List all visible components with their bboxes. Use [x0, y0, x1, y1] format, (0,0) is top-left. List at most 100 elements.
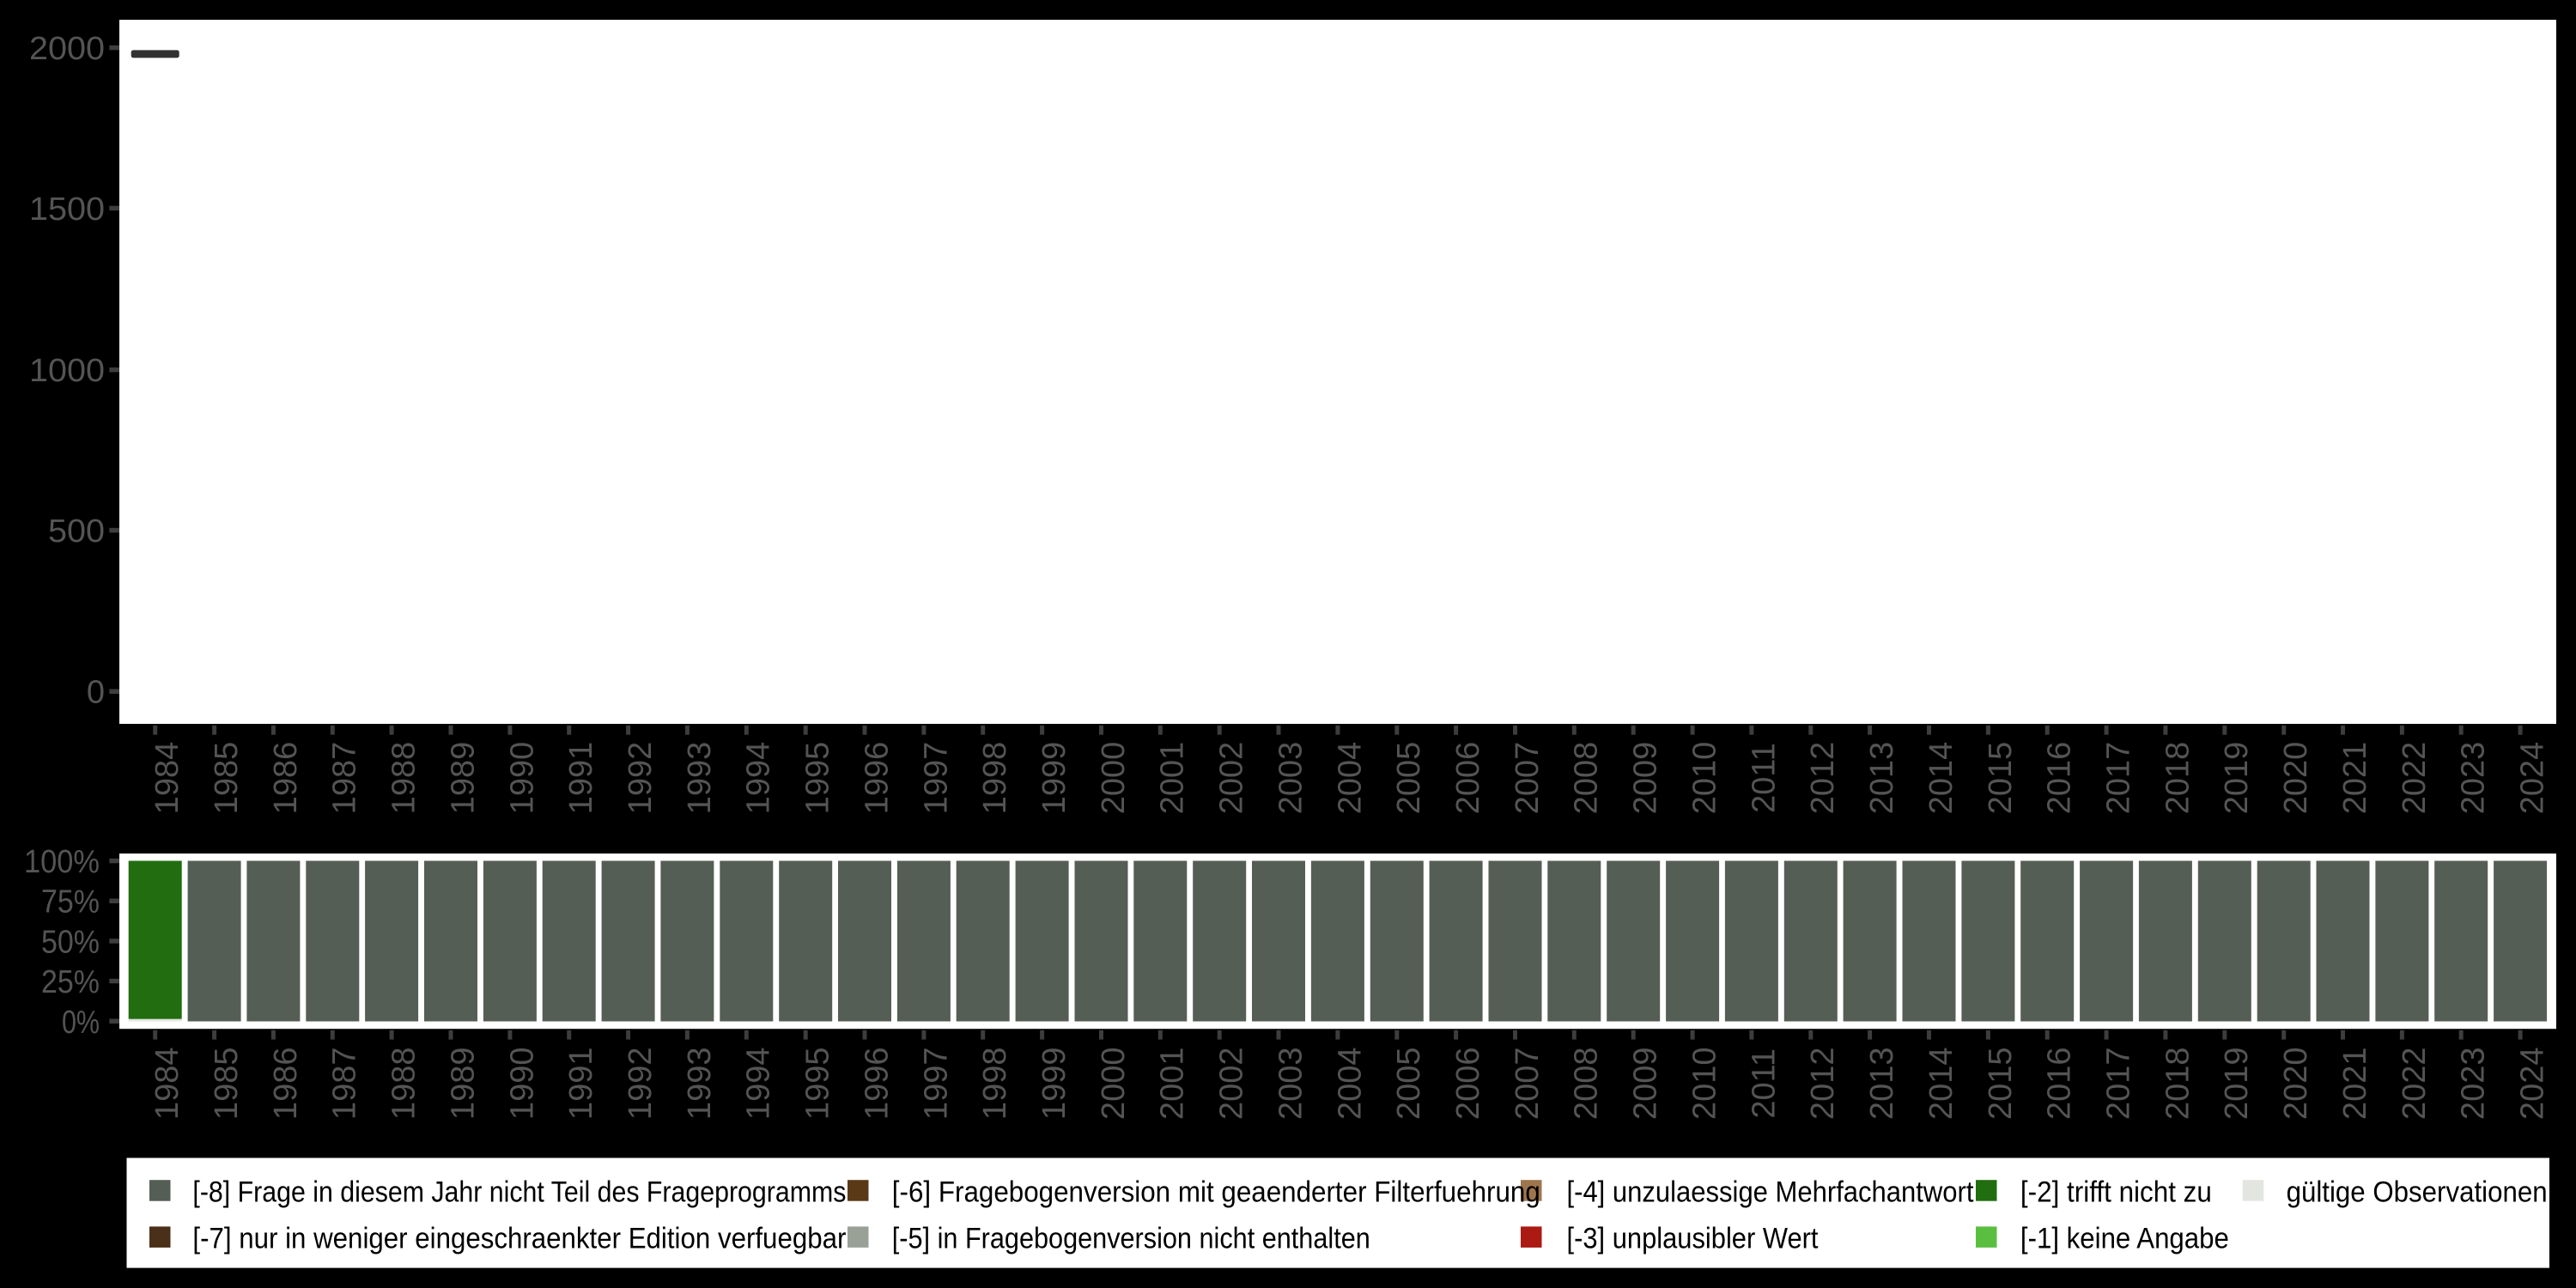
- svg-text:2021: 2021: [2337, 742, 2373, 815]
- svg-text:2003: 2003: [1273, 1048, 1309, 1121]
- svg-text:[-5] in Fragebogenversion nich: [-5] in Fragebogenversion nicht enthalte…: [892, 1223, 1370, 1255]
- svg-text:500: 500: [48, 513, 105, 550]
- svg-text:1985: 1985: [209, 742, 245, 815]
- svg-text:2010: 2010: [1687, 742, 1723, 815]
- svg-text:2012: 2012: [1805, 742, 1841, 815]
- svg-text:1999: 1999: [1036, 1048, 1072, 1121]
- svg-text:2003: 2003: [1273, 742, 1309, 815]
- svg-text:2013: 2013: [1864, 742, 1900, 815]
- svg-text:1993: 1993: [682, 742, 718, 815]
- svg-text:2014: 2014: [1923, 1048, 1959, 1121]
- svg-text:2001: 2001: [1155, 1048, 1191, 1121]
- svg-text:1986: 1986: [268, 1048, 304, 1121]
- svg-text:[-8] Frage in diesem Jahr nich: [-8] Frage in diesem Jahr nicht Teil des…: [192, 1176, 846, 1209]
- svg-text:1996: 1996: [859, 1048, 895, 1121]
- svg-text:[-7] nur in weniger eingeschra: [-7] nur in weniger eingeschraenkter Edi…: [192, 1223, 846, 1255]
- svg-text:1996: 1996: [859, 742, 895, 815]
- svg-text:75%: 75%: [41, 884, 100, 920]
- svg-text:2002: 2002: [1214, 1048, 1250, 1121]
- svg-text:2012: 2012: [1805, 1048, 1841, 1121]
- svg-text:2018: 2018: [2160, 742, 2196, 815]
- svg-text:2004: 2004: [1332, 1048, 1368, 1121]
- svg-text:2002: 2002: [1214, 742, 1250, 815]
- svg-text:1991: 1991: [563, 742, 599, 815]
- svg-text:2018: 2018: [2160, 1048, 2196, 1121]
- svg-text:1987: 1987: [327, 1048, 363, 1121]
- svg-text:2006: 2006: [1450, 1048, 1486, 1121]
- svg-text:2024: 2024: [2515, 1048, 2551, 1121]
- svg-text:2017: 2017: [2101, 742, 2137, 815]
- svg-text:2005: 2005: [1391, 1048, 1427, 1121]
- svg-text:2020: 2020: [2278, 742, 2314, 815]
- svg-text:2000: 2000: [29, 31, 105, 67]
- svg-text:1989: 1989: [445, 1048, 481, 1121]
- svg-text:1984: 1984: [149, 742, 185, 815]
- svg-text:1997: 1997: [918, 742, 954, 815]
- svg-text:2016: 2016: [2042, 1048, 2078, 1121]
- svg-text:[-4] unzulaessige Mehrfachantw: [-4] unzulaessige Mehrfachantwort: [1567, 1176, 1974, 1209]
- svg-text:2009: 2009: [1628, 1048, 1664, 1121]
- svg-text:1986: 1986: [268, 742, 304, 815]
- svg-text:[-6] Fragebogenversion mit gea: [-6] Fragebogenversion mit geaenderter F…: [892, 1176, 1540, 1209]
- svg-text:2008: 2008: [1569, 1048, 1605, 1121]
- svg-text:1992: 1992: [623, 742, 659, 815]
- svg-text:2000: 2000: [1096, 1048, 1132, 1121]
- svg-text:1987: 1987: [327, 742, 363, 815]
- svg-text:1988: 1988: [386, 742, 422, 815]
- svg-text:1995: 1995: [800, 742, 836, 815]
- svg-text:2014: 2014: [1923, 742, 1959, 815]
- svg-text:[-3] unplausibler Wert: [-3] unplausibler Wert: [1567, 1223, 1819, 1255]
- svg-text:1994: 1994: [741, 742, 777, 815]
- svg-text:2007: 2007: [1510, 742, 1546, 815]
- svg-text:1991: 1991: [563, 1048, 599, 1121]
- svg-text:1500: 1500: [29, 191, 105, 228]
- svg-text:1000: 1000: [29, 353, 105, 389]
- svg-text:1993: 1993: [682, 1048, 718, 1121]
- svg-text:2000: 2000: [1096, 742, 1132, 815]
- svg-text:1992: 1992: [623, 1048, 659, 1121]
- svg-text:50%: 50%: [41, 924, 100, 960]
- svg-text:2022: 2022: [2397, 1048, 2433, 1121]
- svg-text:1999: 1999: [1036, 742, 1072, 815]
- svg-text:2024: 2024: [2515, 742, 2551, 815]
- svg-text:2008: 2008: [1569, 742, 1605, 815]
- svg-text:2010: 2010: [1687, 1048, 1723, 1121]
- svg-text:1988: 1988: [386, 1048, 422, 1121]
- svg-text:1994: 1994: [741, 1048, 777, 1121]
- svg-text:2007: 2007: [1510, 1048, 1546, 1121]
- svg-text:1997: 1997: [918, 1048, 954, 1121]
- svg-text:0%: 0%: [62, 1005, 100, 1041]
- svg-text:1989: 1989: [445, 742, 481, 815]
- svg-text:0: 0: [87, 675, 105, 711]
- svg-text:1995: 1995: [800, 1048, 836, 1121]
- svg-text:1990: 1990: [504, 742, 540, 815]
- svg-text:2019: 2019: [2219, 742, 2255, 815]
- svg-text:gültige Observationen: gültige Observationen: [2287, 1176, 2548, 1209]
- svg-text:2019: 2019: [2219, 1048, 2255, 1121]
- svg-text:2009: 2009: [1628, 742, 1664, 815]
- svg-text:1998: 1998: [977, 1048, 1013, 1121]
- svg-text:2017: 2017: [2101, 1048, 2137, 1121]
- svg-text:2016: 2016: [2042, 742, 2078, 815]
- svg-text:2023: 2023: [2456, 742, 2492, 815]
- svg-text:1984: 1984: [149, 1048, 185, 1121]
- svg-text:2023: 2023: [2456, 1048, 2492, 1121]
- svg-text:1985: 1985: [209, 1048, 245, 1121]
- svg-text:1990: 1990: [504, 1048, 540, 1121]
- svg-text:2020: 2020: [2278, 1048, 2314, 1121]
- svg-text:100%: 100%: [24, 844, 100, 880]
- svg-text:[-1] keine Angabe: [-1] keine Angabe: [2020, 1223, 2229, 1255]
- svg-text:2011: 2011: [1746, 743, 1782, 813]
- svg-text:2022: 2022: [2397, 742, 2433, 815]
- svg-text:2015: 2015: [1983, 742, 2019, 815]
- svg-text:2004: 2004: [1332, 742, 1368, 815]
- svg-text:2021: 2021: [2337, 1048, 2373, 1121]
- svg-text:2011: 2011: [1746, 1048, 1782, 1119]
- svg-text:2005: 2005: [1391, 742, 1427, 815]
- svg-text:2013: 2013: [1864, 1048, 1900, 1121]
- svg-text:1998: 1998: [977, 742, 1013, 815]
- svg-text:25%: 25%: [41, 964, 100, 1000]
- svg-text:2006: 2006: [1450, 742, 1486, 815]
- svg-text:2001: 2001: [1155, 742, 1191, 815]
- svg-text:2015: 2015: [1983, 1048, 2019, 1121]
